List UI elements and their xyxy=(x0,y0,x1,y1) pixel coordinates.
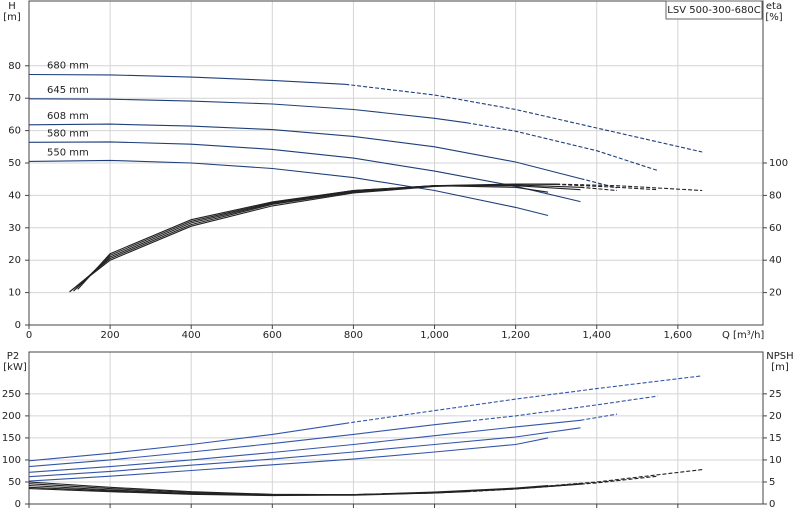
y-unit: [m] xyxy=(3,12,21,23)
curve xyxy=(28,437,549,482)
y2-tick-label: 15 xyxy=(769,433,782,444)
title-box xyxy=(665,0,763,20)
y2-tick-label: 40 xyxy=(769,255,782,266)
x-tick-label: 1,600 xyxy=(664,330,693,341)
curve xyxy=(28,73,346,85)
curve xyxy=(28,420,468,468)
x-tick-label: 1,200 xyxy=(501,330,530,341)
curve-label: 645 mm xyxy=(47,85,89,96)
y-tick-label: 100 xyxy=(2,455,21,466)
curve-label: 680 mm xyxy=(47,61,89,72)
curve xyxy=(28,484,549,497)
y-label: H xyxy=(8,1,16,12)
x-tick-label: 800 xyxy=(344,330,363,341)
y2-tick-label: 5 xyxy=(769,477,775,488)
y-tick-label: 30 xyxy=(8,223,21,234)
y-tick-label: 50 xyxy=(8,158,21,169)
x-tick-label: 400 xyxy=(182,330,201,341)
curve-extension xyxy=(556,183,658,191)
curve-label: 580 mm xyxy=(47,128,89,139)
curve xyxy=(73,184,581,292)
y-unit: [kW] xyxy=(3,362,27,373)
plot-frame xyxy=(28,351,764,505)
y2-tick-label: 80 xyxy=(769,190,782,201)
curve xyxy=(28,419,581,473)
curve-extension xyxy=(345,83,703,153)
y-tick-label: 60 xyxy=(8,126,21,137)
curve xyxy=(28,123,581,180)
y-tick-label: 70 xyxy=(8,93,21,104)
y-tick-label: 50 xyxy=(8,477,21,488)
x-tick-label: 0 xyxy=(26,330,32,341)
y2-unit: [%] xyxy=(765,12,782,23)
curve-extension xyxy=(466,395,658,422)
curve xyxy=(28,422,346,462)
curve-extension xyxy=(345,375,703,424)
y2-tick-label: 20 xyxy=(769,411,782,422)
x-tick-label: 1,400 xyxy=(582,330,611,341)
curve xyxy=(28,427,581,478)
y-tick-label: 200 xyxy=(2,411,21,422)
x-tick-label: 1,000 xyxy=(420,330,449,341)
y-tick-label: 0 xyxy=(15,320,21,331)
curve xyxy=(73,185,581,292)
y2-tick-label: 20 xyxy=(769,288,782,299)
y-label: P2 xyxy=(7,351,19,362)
y2-tick-label: 0 xyxy=(769,499,775,510)
x-label: Q [m³/h] xyxy=(722,330,764,341)
y-tick-label: 10 xyxy=(8,288,21,299)
curve-extension xyxy=(466,122,658,172)
curve-extension xyxy=(556,183,703,192)
y2-tick-label: 60 xyxy=(769,223,782,234)
curve xyxy=(28,98,468,124)
curve xyxy=(28,141,581,203)
curve xyxy=(77,185,549,290)
y-tick-label: 40 xyxy=(8,190,21,201)
curve-label: 608 mm xyxy=(47,111,89,122)
y-tick-label: 20 xyxy=(8,255,21,266)
y-tick-label: 250 xyxy=(2,389,21,400)
y2-tick-label: 100 xyxy=(769,158,788,169)
x-tick-label: 200 xyxy=(101,330,120,341)
x-tick-label: 600 xyxy=(263,330,282,341)
curve xyxy=(69,183,557,293)
curve-extension xyxy=(580,480,618,485)
y2-label: NPSH xyxy=(766,351,793,362)
curve-extension xyxy=(580,413,618,421)
chart-title: LSV 500-300-680C xyxy=(667,5,760,16)
y-tick-label: 80 xyxy=(8,61,21,72)
curve-extension xyxy=(580,178,618,189)
curve xyxy=(28,159,549,217)
y-tick-label: 150 xyxy=(2,433,21,444)
y2-tick-label: 10 xyxy=(769,455,782,466)
y-tick-label: 0 xyxy=(15,499,21,510)
y2-tick-label: 25 xyxy=(769,389,782,400)
y2-label: eta xyxy=(766,1,782,12)
curve-label: 550 mm xyxy=(47,147,89,158)
y2-unit: [m] xyxy=(771,362,789,373)
curve-extension xyxy=(580,186,618,192)
